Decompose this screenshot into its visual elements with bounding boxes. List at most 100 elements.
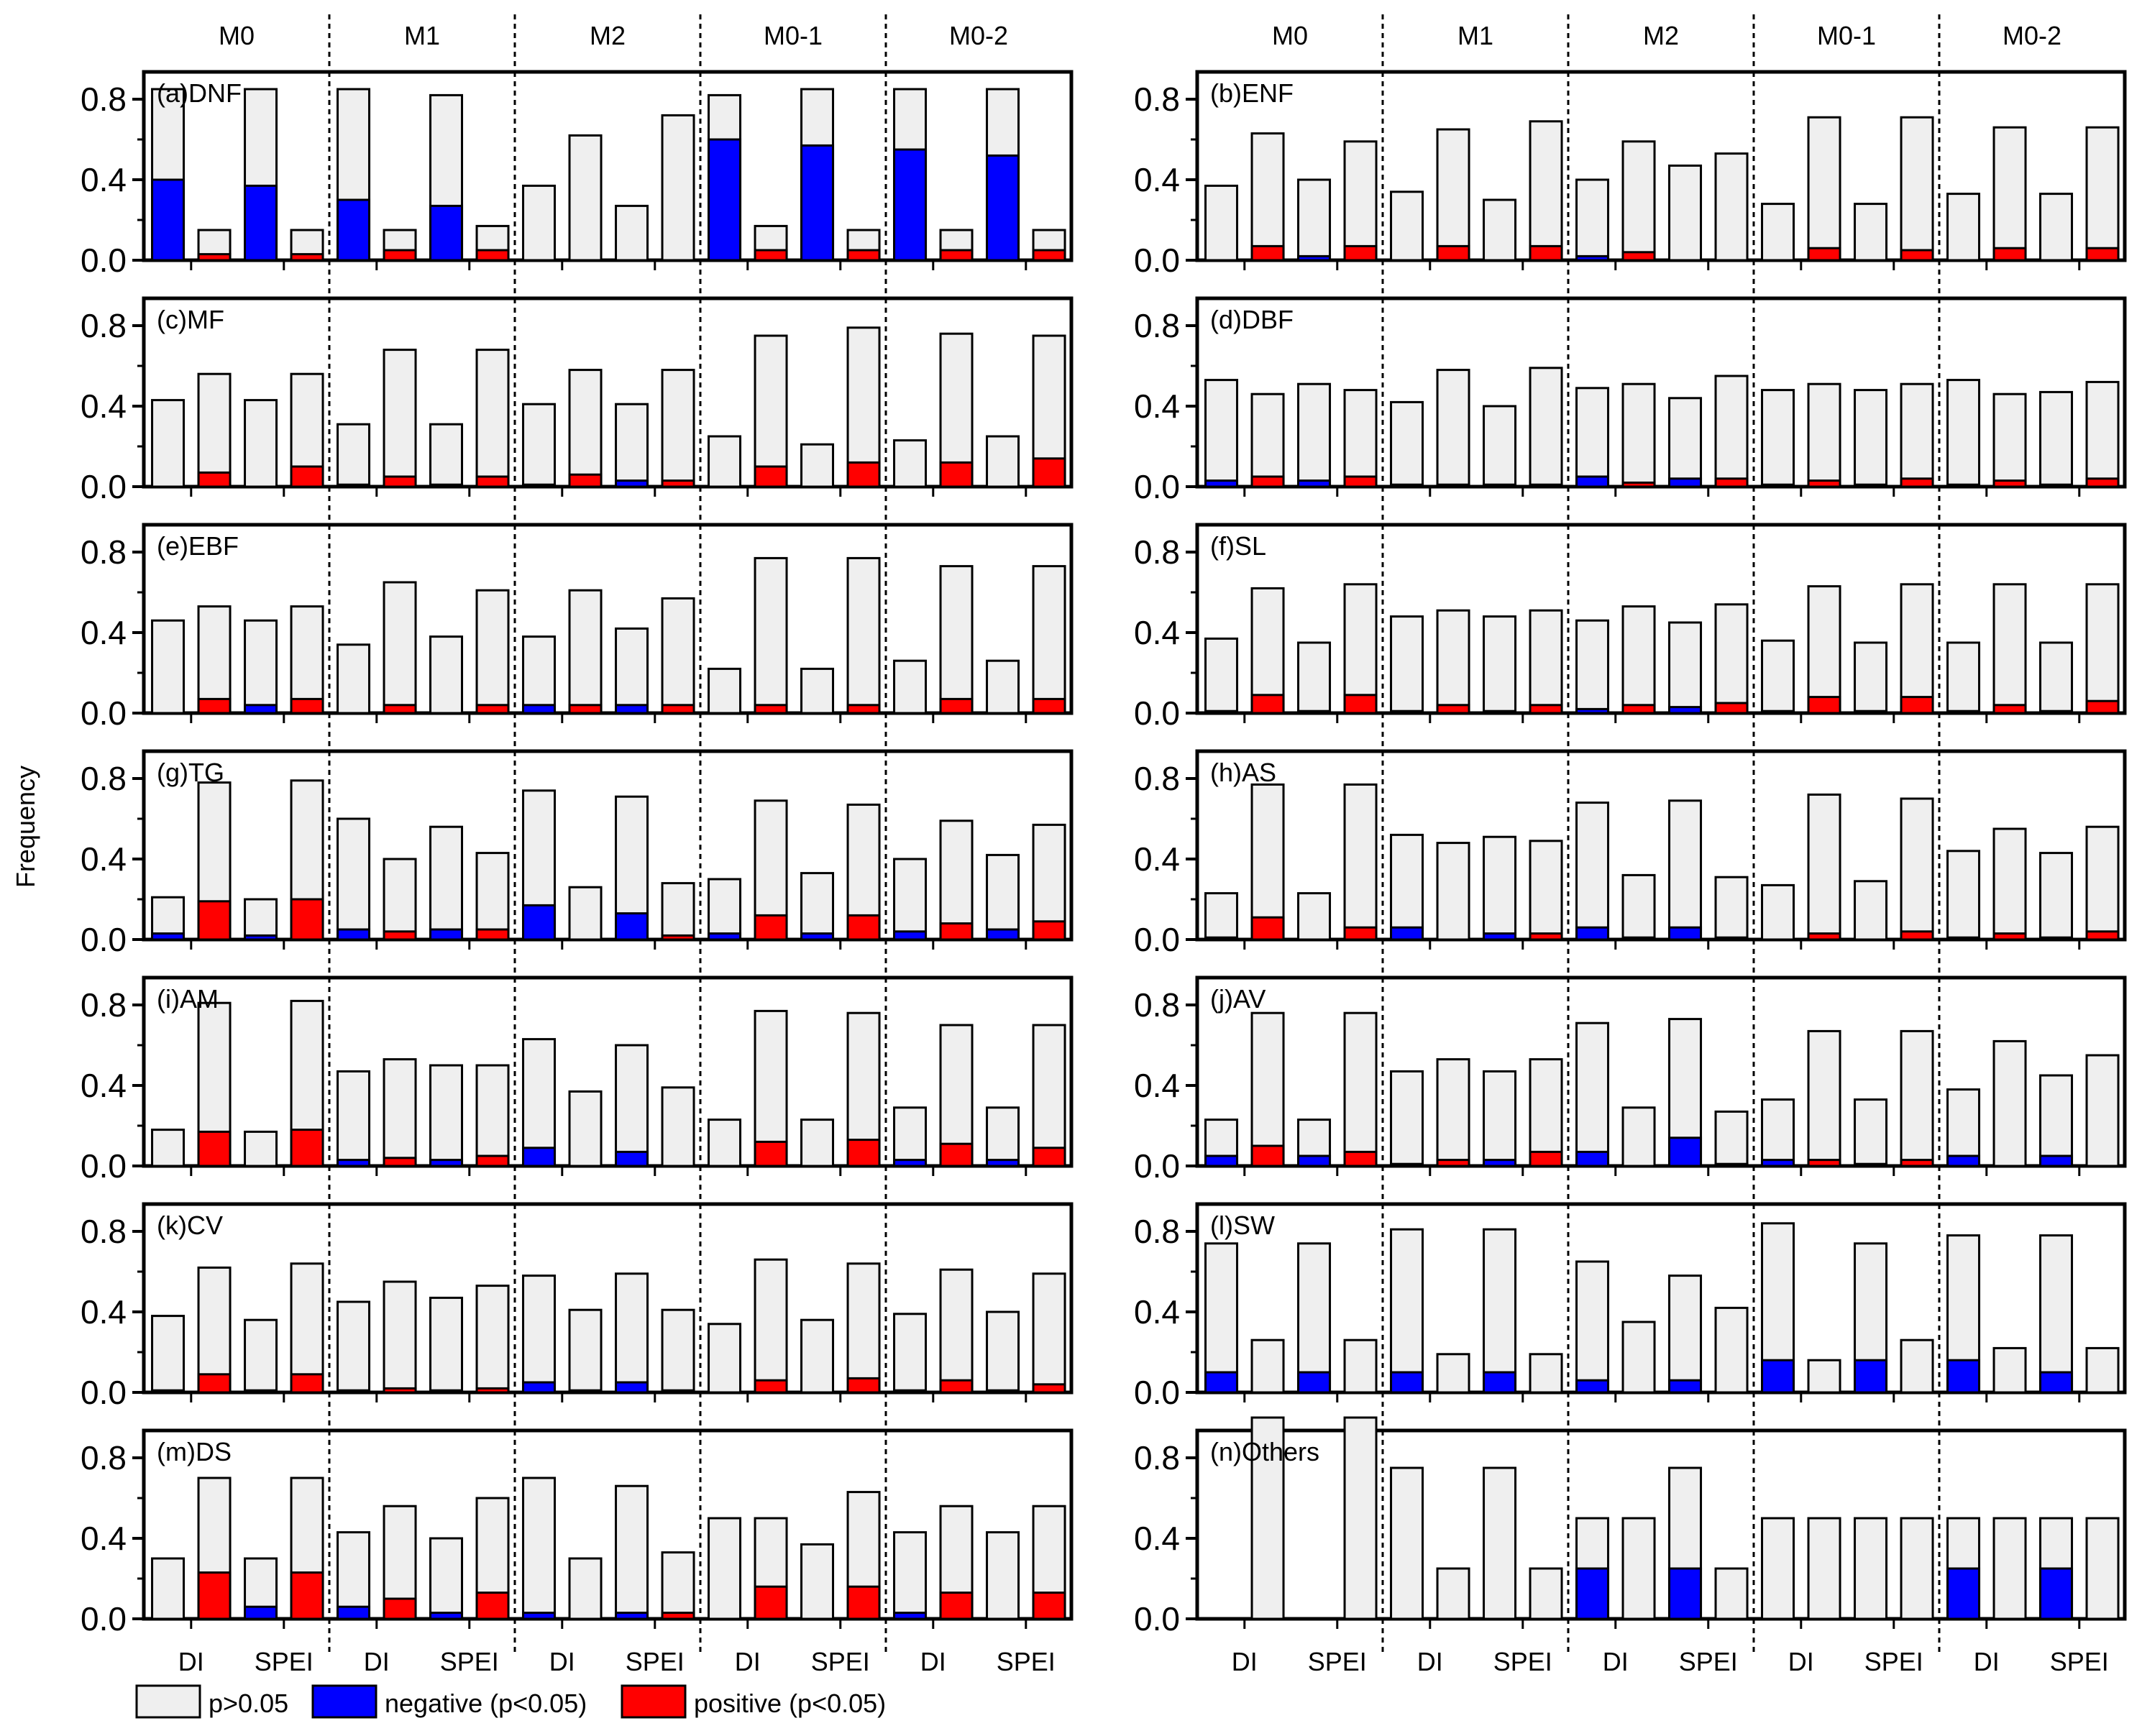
bar-total <box>1436 1353 1470 1394</box>
bar-total <box>568 886 603 941</box>
legend-label-ns: p>0.05 <box>209 1689 288 1718</box>
x-category-labels: DI SPEI DI SPEI DI SPEI DI SPEI DI SPEI DI SPEI DI SP… <box>178 1647 2109 1676</box>
bar-total <box>1529 367 1563 488</box>
bar-positive <box>846 1377 881 1394</box>
y-tick-label: 0.0 <box>81 1147 127 1185</box>
bar-positive <box>1807 696 1841 715</box>
bar-positive <box>1343 926 1378 941</box>
bar-total <box>1900 583 1934 715</box>
y-tick-label: 0.4 <box>1134 1520 1180 1557</box>
y-tick-label: 0.8 <box>1134 760 1180 797</box>
x-category-label: SPEI <box>2050 1647 2109 1676</box>
bar-total <box>1390 400 1424 488</box>
bar-total <box>708 1517 742 1620</box>
y-tick-label: 0.4 <box>1134 614 1180 651</box>
bar-total <box>615 627 649 715</box>
bar-negative <box>800 144 835 262</box>
bar-negative <box>522 1147 557 1167</box>
x-category-label: DI <box>920 1647 946 1676</box>
bar-negative <box>1575 254 1610 262</box>
bar-total <box>1250 132 1285 262</box>
bar-total <box>1529 1567 1563 1620</box>
bar-positive <box>1032 1147 1066 1167</box>
bar-negative <box>986 1159 1020 1167</box>
bar-total <box>1575 619 1610 715</box>
legend-swatch-pos <box>621 1684 687 1719</box>
panel-frame <box>1195 975 2127 1168</box>
x-category-label: SPEI <box>1679 1647 1738 1676</box>
bar-total <box>1390 190 1424 262</box>
legend: p>0.05 negative (p<0.05) positive (p<0.05) <box>135 1684 886 1719</box>
bar-positive <box>197 253 232 262</box>
bar-total <box>1575 387 1610 488</box>
bar-positive <box>383 704 417 715</box>
bar-negative <box>2039 709 2074 715</box>
bar-total <box>1483 405 1517 488</box>
bar-positive <box>1529 1150 1563 1167</box>
bar-total <box>568 589 603 715</box>
bar-negative <box>337 483 371 488</box>
bar-positive <box>846 1139 881 1167</box>
y-tick-label: 0.0 <box>81 1374 127 1411</box>
x-category-label: SPEI <box>997 1647 1056 1676</box>
bar-total <box>1483 1228 1517 1394</box>
bar-total <box>522 184 557 262</box>
bar-negative <box>1390 1371 1424 1394</box>
y-tick-label: 0.4 <box>81 614 127 651</box>
x-category-label: DI <box>1603 1647 1629 1676</box>
bar-negative <box>337 1605 371 1620</box>
bar-total <box>429 635 464 715</box>
bar-negative <box>893 1612 928 1620</box>
legend-label-pos: positive (p<0.05) <box>694 1689 886 1718</box>
x-category-label: DI <box>735 1647 761 1676</box>
bar-total <box>1204 379 1239 488</box>
y-tick-label: 0.8 <box>81 533 127 571</box>
bar-total <box>2039 1074 2074 1167</box>
bar-total <box>661 1086 695 1167</box>
legend-swatch-ns <box>135 1684 201 1719</box>
y-axis-label: Frequency <box>11 766 40 888</box>
bar-total <box>1250 1338 1285 1394</box>
panel-benf: 0.0 0.4 0.8 (b)ENF <box>1134 70 2127 279</box>
bar-total <box>1297 178 1332 262</box>
bar-total <box>1807 1029 1841 1167</box>
bar-total <box>475 589 510 715</box>
bar-total <box>1204 892 1239 941</box>
bar-total <box>846 326 881 488</box>
bar-total <box>1807 1517 1841 1620</box>
bar-total <box>1436 1567 1470 1620</box>
bar-total <box>244 1130 278 1167</box>
bar-positive <box>1714 1162 1749 1167</box>
bar-total <box>893 1313 928 1394</box>
bar-positive <box>939 249 974 262</box>
bar-negative <box>1575 1379 1610 1394</box>
bar-negative <box>1946 483 1981 488</box>
panel-ddbf: 0.0 0.4 0.8 (d)DBF <box>1134 296 2127 505</box>
bar-positive <box>939 461 974 488</box>
bar-total <box>939 819 974 941</box>
x-category-label: SPEI <box>1308 1647 1367 1676</box>
y-tick-label: 0.8 <box>1134 81 1180 118</box>
bar-total <box>661 597 695 715</box>
bar-total <box>2085 380 2120 488</box>
y-tick-label: 0.0 <box>1134 242 1180 279</box>
bar-total <box>1390 1070 1424 1167</box>
bar-total <box>568 1308 603 1394</box>
bar-total <box>1390 1228 1424 1394</box>
bar-positive <box>754 914 788 941</box>
bar-total <box>337 1531 371 1620</box>
panel-title: (b)ENF <box>1210 78 1294 108</box>
y-tick-label: 0.0 <box>81 242 127 279</box>
bar-total <box>1032 1024 1066 1167</box>
bar-total <box>383 349 417 488</box>
x-category-label: SPEI <box>255 1647 313 1676</box>
y-tick-label: 0.0 <box>1134 468 1180 505</box>
bar-total <box>800 872 835 941</box>
bar-total <box>522 635 557 715</box>
y-tick-label: 0.0 <box>81 694 127 732</box>
bar-total <box>1250 1011 1285 1167</box>
bar-total <box>986 853 1020 941</box>
bar-negative <box>1854 483 1888 488</box>
bar-total <box>615 1272 649 1394</box>
bar-positive <box>1992 704 2027 715</box>
